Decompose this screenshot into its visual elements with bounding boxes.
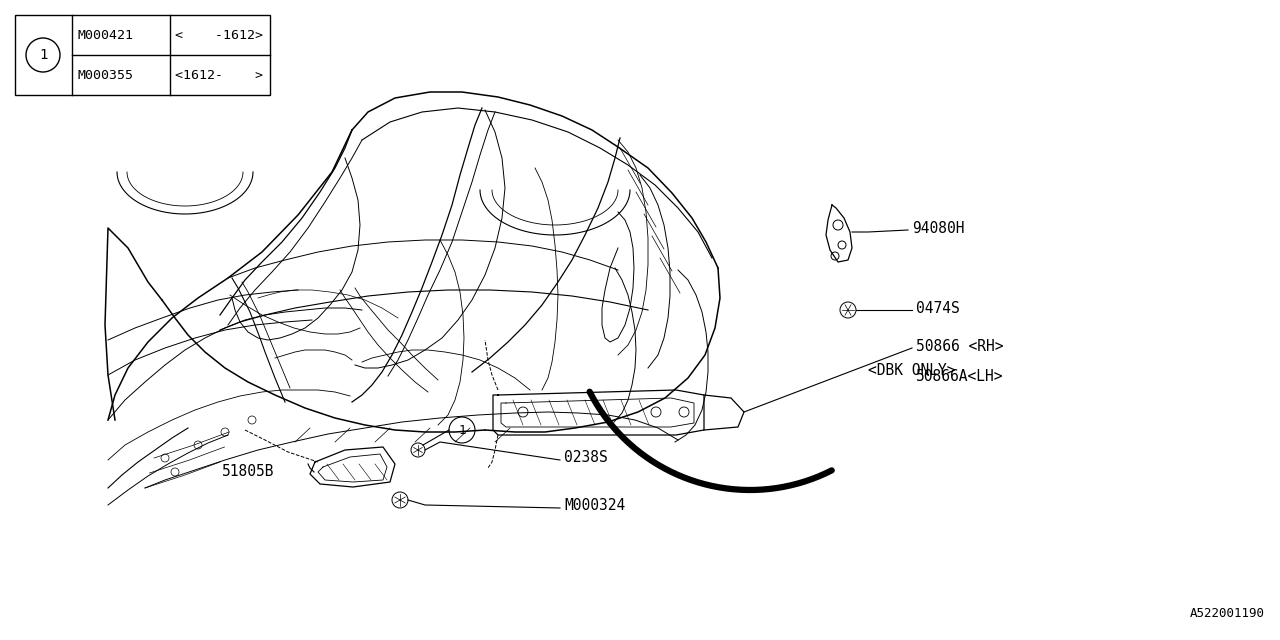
Circle shape xyxy=(678,407,689,417)
Circle shape xyxy=(831,252,838,260)
Bar xyxy=(15,15,270,95)
Text: 0474S: 0474S xyxy=(916,301,960,316)
Text: <1612-    >: <1612- > xyxy=(175,68,262,81)
Circle shape xyxy=(838,241,846,249)
Circle shape xyxy=(161,454,169,462)
Text: M000324: M000324 xyxy=(564,499,625,513)
Circle shape xyxy=(195,441,202,449)
Text: 50866 <RH>: 50866 <RH> xyxy=(916,339,1004,353)
Text: 1: 1 xyxy=(38,48,47,62)
Circle shape xyxy=(652,407,660,417)
Text: 94080H: 94080H xyxy=(913,221,965,236)
Circle shape xyxy=(26,38,60,72)
Circle shape xyxy=(449,417,475,443)
Text: M000355: M000355 xyxy=(77,68,133,81)
Text: <    -1612>: < -1612> xyxy=(175,29,262,42)
Circle shape xyxy=(840,302,856,318)
Circle shape xyxy=(518,407,529,417)
Text: 0238S: 0238S xyxy=(564,451,608,465)
Text: M000421: M000421 xyxy=(77,29,133,42)
Text: 50866A<LH>: 50866A<LH> xyxy=(916,369,1004,383)
Text: <DBK ONLY>: <DBK ONLY> xyxy=(868,362,955,378)
Circle shape xyxy=(392,492,408,508)
Circle shape xyxy=(172,468,179,476)
Text: A522001190: A522001190 xyxy=(1190,607,1265,620)
Circle shape xyxy=(833,220,844,230)
Text: 51805B: 51805B xyxy=(221,465,274,479)
Circle shape xyxy=(411,443,425,457)
Circle shape xyxy=(221,428,229,436)
Text: 1: 1 xyxy=(458,424,466,436)
Circle shape xyxy=(248,416,256,424)
